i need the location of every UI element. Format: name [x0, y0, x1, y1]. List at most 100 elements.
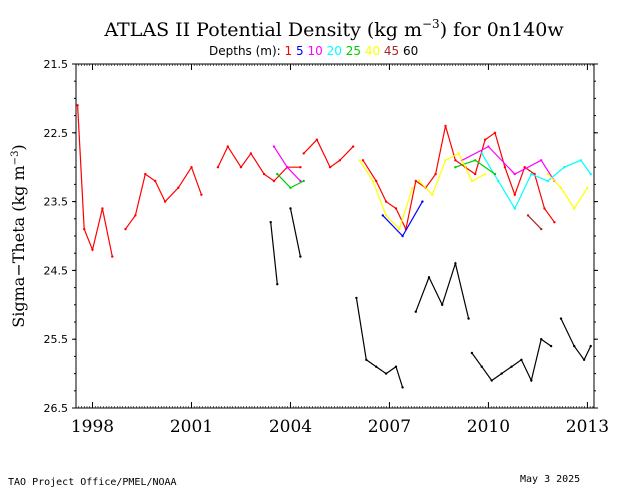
data-point-1 [444, 124, 447, 128]
data-point-1 [384, 200, 388, 203]
data-point-40 [457, 152, 460, 155]
data-point-5 [381, 214, 384, 217]
data-point-10 [487, 145, 490, 148]
series-line-1 [303, 138, 354, 169]
data-point-60 [582, 358, 586, 361]
y-axis-label: Sigma−Theta (kg m−3) [9, 144, 28, 327]
data-point-60 [454, 262, 457, 265]
data-point-1 [454, 159, 457, 162]
series-line-60 [355, 297, 404, 388]
data-point-1 [134, 214, 137, 217]
series-line-20 [481, 153, 592, 210]
chart-title-suffix: ) for 0n140w [440, 19, 565, 41]
data-point-60 [441, 303, 444, 306]
data-point-1 [216, 166, 220, 169]
series-20 [480, 152, 592, 210]
data-point-1 [154, 179, 157, 183]
data-point-1 [101, 207, 104, 210]
data-point-60 [480, 365, 483, 368]
data-point-1 [543, 207, 546, 210]
data-point-40 [358, 159, 361, 162]
data-point-60 [490, 379, 493, 382]
data-point-60 [573, 344, 576, 348]
data-point-45 [526, 214, 530, 217]
legend-item-25: 25 [346, 44, 361, 58]
data-point-60 [510, 365, 513, 368]
data-point-1 [434, 172, 437, 176]
y-tick-label: 26.5 [44, 402, 69, 415]
data-point-1 [163, 200, 167, 203]
series-5 [381, 200, 424, 238]
data-point-1 [299, 166, 302, 169]
plot-border [75, 63, 595, 409]
data-point-40 [470, 179, 474, 183]
data-point-10 [286, 166, 289, 169]
data-point-20 [589, 172, 592, 176]
series-line-1 [77, 105, 113, 257]
data-point-60 [384, 372, 388, 375]
data-point-60 [269, 221, 272, 224]
data-point-40 [444, 159, 447, 162]
series-line-45 [527, 214, 542, 230]
data-point-1 [272, 179, 276, 183]
data-point-1 [394, 207, 398, 210]
data-point-1 [338, 159, 342, 162]
data-point-45 [540, 227, 543, 231]
data-point-60 [470, 351, 474, 355]
series-line-60 [289, 208, 301, 257]
data-point-60 [299, 255, 302, 258]
data-point-1 [414, 179, 417, 183]
data-point-1 [226, 145, 229, 148]
data-point-60 [365, 358, 368, 361]
y-tick-label: 24.5 [44, 264, 69, 277]
chart-title-superscript: −3 [422, 17, 440, 31]
series-line-40 [418, 152, 486, 196]
data-point-5 [421, 200, 424, 203]
data-point-1 [493, 131, 497, 134]
data-point-40 [431, 193, 434, 196]
data-point-1 [200, 193, 203, 196]
data-point-1 [177, 186, 180, 189]
data-point-40 [483, 172, 487, 176]
data-point-1 [513, 193, 516, 196]
y-axis-label-prefix: Sigma−Theta (kg m [9, 165, 28, 327]
series-layer [76, 104, 592, 389]
legend-item-1: 1 [285, 44, 293, 58]
data-point-60 [355, 296, 358, 300]
data-point-5 [401, 234, 404, 238]
data-point-40 [546, 172, 549, 176]
x-tick-label: 2004 [269, 417, 312, 437]
x-tick-label: 2007 [368, 417, 411, 437]
data-point-25 [276, 172, 279, 176]
x-tick-label: 2013 [566, 417, 609, 437]
data-point-1 [483, 138, 487, 141]
legend-item-5: 5 [296, 44, 304, 58]
data-point-40 [417, 179, 421, 183]
data-point-60 [289, 207, 292, 210]
data-point-25 [302, 179, 305, 183]
data-point-1 [553, 221, 556, 224]
data-point-20 [579, 159, 582, 162]
chart-title: ATLAS II Potential Density (kg m−3) for … [103, 17, 564, 41]
data-point-60 [559, 317, 563, 320]
data-point-1 [190, 166, 193, 169]
data-point-25 [474, 159, 477, 162]
series-line-60 [270, 222, 278, 285]
x-tick-label: 2010 [467, 417, 510, 437]
data-point-1 [76, 104, 79, 107]
data-point-60 [427, 276, 431, 279]
legend-item-40: 40 [365, 44, 380, 58]
data-point-60 [375, 365, 378, 368]
series-45 [526, 214, 543, 231]
series-line-60 [560, 318, 592, 361]
data-point-10 [513, 172, 516, 176]
legend-item-20: 20 [327, 44, 342, 58]
y-tick-label: 22.5 [44, 127, 69, 140]
data-point-60 [276, 283, 279, 286]
data-point-1 [315, 138, 319, 141]
y-tick-label: 21.5 [44, 58, 69, 71]
series-line-60 [471, 338, 552, 383]
series-1 [76, 104, 556, 258]
data-point-1 [111, 255, 114, 258]
